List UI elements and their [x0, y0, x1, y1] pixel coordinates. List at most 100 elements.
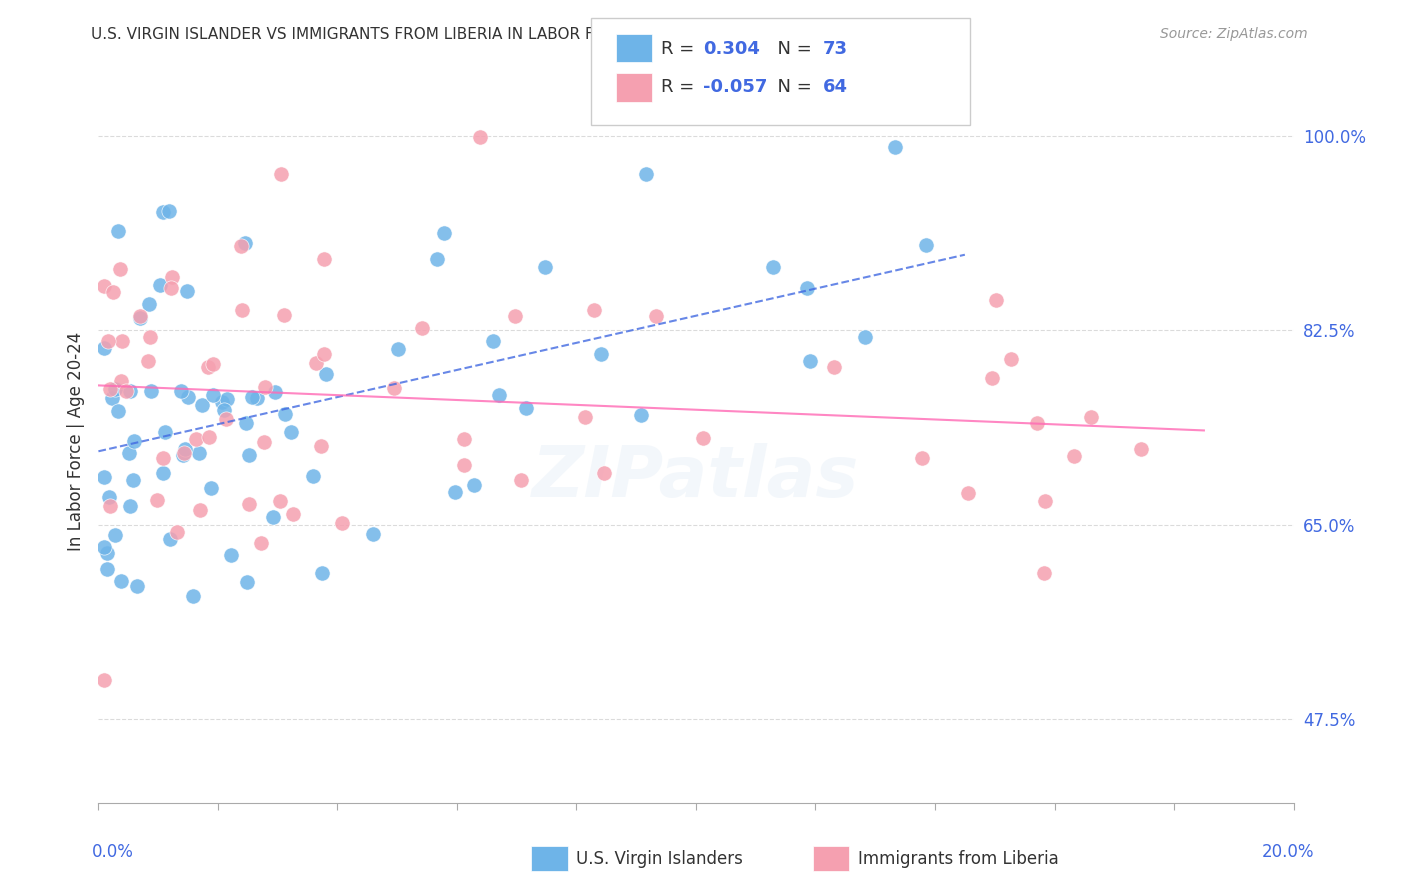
Text: 0.304: 0.304: [703, 40, 759, 58]
Point: [160, 281, 183, 295]
Point: [315, 368, 337, 382]
Point: [118, 384, 141, 398]
Text: 73: 73: [823, 40, 848, 58]
Point: [139, 330, 162, 344]
Point: [1000, 352, 1022, 367]
Point: [240, 391, 263, 405]
Point: [145, 492, 167, 507]
Point: [160, 269, 183, 284]
Point: [510, 473, 533, 487]
Text: Source: ZipAtlas.com: Source: ZipAtlas.com: [1160, 27, 1308, 41]
Point: [98, 382, 121, 396]
Point: [231, 303, 253, 318]
Text: ZIPatlas: ZIPatlas: [533, 443, 859, 512]
Text: Immigrants from Liberia: Immigrants from Liberia: [858, 850, 1059, 868]
Point: [103, 285, 125, 299]
Point: [231, 239, 253, 253]
Text: 64: 64: [823, 78, 848, 96]
Point: [173, 446, 195, 460]
Point: [384, 381, 406, 395]
Point: [915, 238, 938, 252]
Point: [273, 309, 295, 323]
Point: [115, 384, 138, 398]
Point: [191, 398, 214, 412]
Text: 20.0%: 20.0%: [1263, 843, 1315, 861]
Point: [245, 391, 267, 405]
Point: [281, 508, 304, 522]
Point: [198, 430, 221, 444]
Point: [433, 226, 456, 240]
Point: [149, 277, 172, 292]
Point: [270, 167, 292, 181]
Point: [312, 252, 335, 266]
Point: [1130, 442, 1153, 456]
Point: [981, 371, 1004, 385]
Point: [138, 297, 160, 311]
Point: [219, 548, 242, 562]
Point: [332, 516, 354, 530]
Point: [96, 546, 118, 560]
Point: [98, 490, 121, 504]
Point: [280, 425, 302, 440]
Point: [692, 431, 714, 445]
Point: [157, 203, 180, 218]
Point: [129, 309, 152, 323]
Point: [93, 673, 115, 687]
Point: [426, 252, 449, 266]
Point: [238, 497, 260, 511]
Point: [630, 408, 652, 422]
Point: [453, 432, 475, 446]
Text: U.S. VIRGIN ISLANDER VS IMMIGRANTS FROM LIBERIA IN LABOR FORCE | AGE 20-24 CORRE: U.S. VIRGIN ISLANDER VS IMMIGRANTS FROM …: [91, 27, 901, 43]
Point: [796, 281, 818, 295]
Point: [103, 382, 125, 396]
Point: [1033, 566, 1056, 581]
Point: [107, 224, 129, 238]
Point: [215, 412, 238, 426]
Text: -0.057: -0.057: [703, 78, 768, 96]
Point: [197, 359, 219, 374]
Text: N =: N =: [766, 78, 818, 96]
Point: [127, 579, 149, 593]
Point: [636, 167, 658, 181]
Text: N =: N =: [766, 40, 818, 58]
Point: [314, 347, 336, 361]
Point: [202, 388, 225, 402]
Point: [139, 384, 162, 399]
Point: [534, 260, 557, 274]
Point: [129, 310, 152, 325]
Point: [305, 356, 328, 370]
Point: [93, 341, 115, 355]
Point: [1063, 449, 1085, 463]
Point: [269, 494, 291, 508]
Point: [311, 566, 333, 581]
Point: [93, 279, 115, 293]
Point: [104, 528, 127, 542]
Point: [98, 499, 121, 513]
Point: [302, 469, 325, 483]
Point: [122, 473, 145, 487]
Point: [152, 467, 174, 481]
Point: [762, 260, 785, 274]
Point: [118, 446, 141, 460]
Point: [387, 342, 409, 356]
Text: 0.0%: 0.0%: [91, 843, 134, 861]
Point: [823, 360, 845, 375]
Point: [264, 385, 287, 400]
Point: [592, 466, 614, 480]
Point: [101, 391, 124, 405]
Point: [249, 536, 271, 550]
Point: [188, 503, 211, 517]
Point: [799, 353, 821, 368]
Point: [214, 402, 236, 417]
Point: [515, 401, 537, 416]
Point: [411, 321, 433, 335]
Point: [583, 303, 606, 318]
Point: [153, 425, 176, 439]
Point: [463, 477, 485, 491]
Point: [187, 446, 209, 460]
Point: [176, 284, 198, 298]
Point: [453, 458, 475, 472]
Point: [93, 470, 115, 484]
Point: [172, 448, 194, 462]
Y-axis label: In Labor Force | Age 20-24: In Labor Force | Age 20-24: [66, 332, 84, 551]
